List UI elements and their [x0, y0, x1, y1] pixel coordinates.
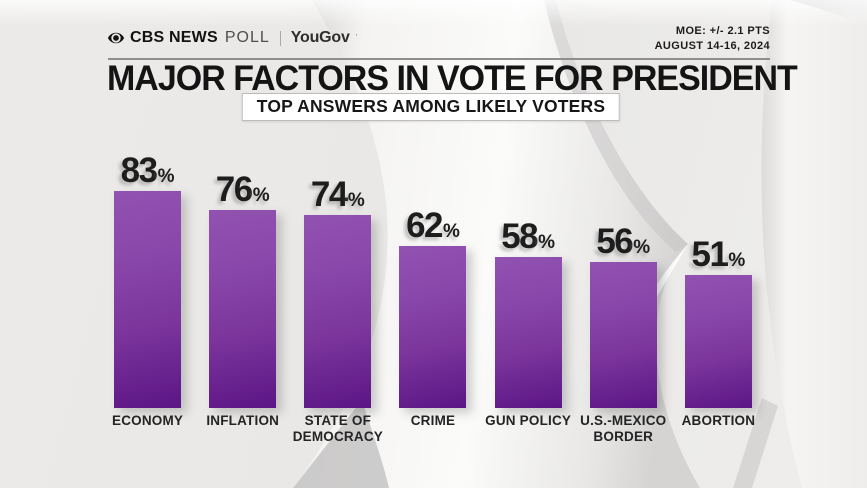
cbs-news-text: CBS NEWS — [130, 29, 218, 46]
category-label-abortion: ABORTION — [681, 413, 756, 428]
logo-divider — [279, 30, 281, 46]
bar-u-s-mexico-border — [589, 262, 657, 408]
category-label-gun-policy: GUN POLICY — [485, 413, 572, 428]
bar-value-label: 76% — [215, 170, 270, 209]
percent-sign: % — [157, 166, 175, 187]
category-labels-row: ECONOMY INFLATION STATE OF DEMOCRACY CRIME G… — [100, 413, 766, 444]
bar-value-label: 83% — [120, 151, 175, 190]
percent-sign: % — [347, 190, 365, 211]
bar-column: 58% — [481, 140, 576, 408]
bar-value-label: 58% — [501, 217, 556, 256]
yougov-trademark: ’ — [355, 34, 358, 41]
chart-title: MAJOR FACTORS IN VOTE FOR PRESIDENT — [107, 59, 798, 98]
category-label-economy: ECONOMY — [111, 413, 184, 428]
moe-line2: AUGUST 14-16, 2024 — [654, 39, 770, 52]
yougov-logo-text: YouGov — [290, 29, 350, 46]
bar-gun-policy — [494, 257, 562, 408]
percent-sign: % — [633, 237, 651, 258]
bar-value-label: 62% — [406, 206, 460, 245]
bar-column: 56% — [576, 140, 671, 408]
bar-chart: 83% 76% 74% 62% 58% — [100, 140, 766, 408]
bar-column: 76% — [195, 140, 290, 408]
category-label-u-s-mexico-border: U.S.-MEXICO BORDER — [580, 413, 667, 444]
percent-sign: % — [728, 250, 746, 271]
bar-column: 74% — [290, 140, 385, 408]
bar-state-of-democracy — [304, 215, 372, 408]
bar-column: 51% — [671, 140, 766, 408]
percent-sign: % — [443, 221, 460, 242]
moe-note: MOE: +/- 2.1 PTS AUGUST 14-16, 2024 — [655, 24, 770, 54]
cbs-news-poll-logo: CBS NEWS POLL YouGov ’ — [108, 29, 357, 47]
bar-value-label: 74% — [310, 175, 365, 214]
bar-column: 83% — [100, 140, 195, 408]
bar-abortion — [684, 275, 752, 408]
percent-sign: % — [538, 232, 556, 253]
percent-sign: % — [252, 185, 270, 206]
bar-value-label: 56% — [596, 222, 651, 261]
bar-crime — [399, 246, 467, 408]
bar-column: 62% — [385, 140, 480, 408]
poll-text: POLL — [224, 29, 270, 46]
chart-subtitle: TOP ANSWERS AMONG LIKELY VOTERS — [241, 93, 621, 121]
bar-value-label: 51% — [691, 235, 746, 274]
category-label-state-of-democracy: STATE OF DEMOCRACY — [292, 413, 383, 444]
moe-line1: MOE: +/- 2.1 PTS — [675, 25, 770, 37]
header: CBS NEWS POLL YouGov ’ MOE: +/- 2.1 PTS A… — [108, 24, 770, 54]
bar-inflation — [209, 210, 277, 408]
cbs-eye-icon — [108, 30, 124, 46]
bar-economy — [114, 191, 182, 408]
category-label-crime: CRIME — [410, 413, 456, 428]
category-label-inflation: INFLATION — [206, 413, 280, 428]
header-divider-line — [108, 58, 770, 60]
